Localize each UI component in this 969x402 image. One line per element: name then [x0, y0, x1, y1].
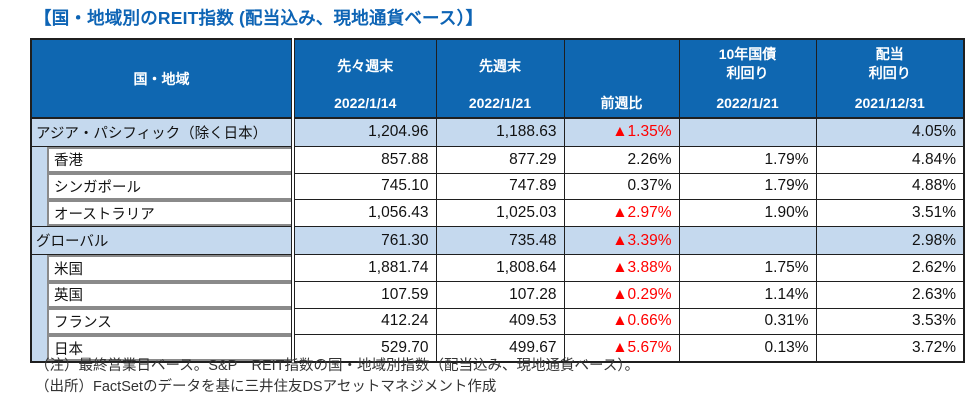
footnotes: （注）最終営業日ベース。S&P REIT指数の国・地域別指数（配当込み、現地通貨… [35, 356, 639, 398]
header-div-yield: 配当 利回り 2021/12/31 [815, 39, 964, 119]
value-cell: 1,056.43 [291, 199, 437, 228]
table-row: 香港 857.88 877.29 2.26% 1.79% 4.84% [31, 145, 965, 174]
table-row: グローバル 761.30 735.48 ▲3.39% 2.98% [31, 226, 965, 255]
value-cell: 412.24 [291, 307, 437, 336]
value-cell: 1,881.74 [291, 253, 437, 283]
region-name-cell: 英国 [31, 281, 293, 309]
value-cell: 0.37% [563, 172, 680, 201]
note-line: （出所）FactSetのデータを基に三井住友DSアセットマネジメント作成 [35, 379, 497, 395]
value-cell: 747.89 [435, 172, 565, 201]
indent-strip [32, 334, 47, 362]
value-cell: 4.84% [815, 145, 965, 174]
row-name: 香港 [54, 153, 83, 170]
row-name: 日本 [54, 341, 83, 358]
indent-strip [32, 308, 47, 335]
value-cell: 409.53 [435, 307, 565, 336]
value-cell: 2.98% [815, 226, 965, 255]
value-cell: 3.53% [815, 307, 965, 336]
table-row: フランス 412.24 409.53 ▲0.66% 0.31% 3.53% [31, 307, 965, 336]
value-cell: ▲3.39% [563, 226, 680, 255]
header-prev-date: 2022/1/21 [468, 95, 532, 111]
indent-strip [32, 146, 47, 174]
value-cell: 4.05% [815, 117, 965, 147]
reit-index-table: 国・地域 先々週末 2022/1/14 [30, 38, 965, 364]
table-row: シンガポール 745.10 747.89 0.37% 1.79% 4.88% [31, 172, 965, 201]
indent-strip [32, 281, 47, 309]
value-cell: 745.10 [291, 172, 437, 201]
header-div-date: 2021/12/31 [854, 95, 925, 111]
reit-index-table-wrap: 国・地域 先々週末 2022/1/14 [30, 38, 965, 364]
value-cell: 1.14% [678, 281, 817, 309]
region-name-cell: シンガポール [31, 173, 293, 200]
header-region: 国・地域 [31, 39, 293, 119]
value-cell: ▲5.67% [563, 334, 680, 363]
header-bond-yield: 10年国債 利回り 2022/1/21 [678, 39, 816, 119]
table-row: 日本 529.70 499.67 ▲5.67% 0.13% 3.72% [31, 334, 965, 363]
value-cell: 1.79% [678, 145, 817, 174]
region-name-cell: フランス [31, 308, 293, 335]
value-cell: 3.72% [815, 334, 965, 363]
table-row: アジア・パシフィック（除く日本） 1,204.96 1,188.63 ▲1.35… [31, 117, 965, 147]
value-cell: 1,188.63 [435, 117, 565, 147]
indent-strip [32, 254, 47, 282]
region-name-cell: 米国 [31, 254, 293, 282]
indent-strip [32, 173, 47, 200]
region-name-cell: グローバル [31, 226, 293, 255]
header-bond-date: 2022/1/21 [716, 95, 779, 111]
value-cell: 0.13% [678, 334, 817, 363]
note-line: （注）最終営業日ベース。S&P REIT指数の国・地域別指数（配当込み、現地通貨… [35, 358, 640, 374]
value-cell: 4.88% [815, 172, 965, 201]
value-cell: 1.75% [678, 253, 817, 283]
row-name: グローバル [36, 234, 109, 251]
header-prev-week: 先週末 2022/1/21 [435, 39, 564, 119]
table-row: 米国 1,881.74 1,808.64 ▲3.88% 1.75% 2.62% [31, 253, 965, 283]
table-row: 英国 107.59 107.28 ▲0.29% 1.14% 2.63% [31, 281, 965, 309]
row-name: アジア・パシフィック（除く日本） [36, 125, 268, 142]
table-body: アジア・パシフィック（除く日本） 1,204.96 1,188.63 ▲1.35… [31, 117, 965, 363]
table-row: オーストラリア 1,056.43 1,025.03 ▲2.97% 1.90% 3… [31, 199, 965, 228]
row-name: 米国 [54, 261, 83, 278]
region-name-cell: アジア・パシフィック（除く日本） [31, 117, 293, 147]
value-cell: 735.48 [435, 226, 565, 255]
value-cell: 107.59 [291, 281, 437, 309]
table-header: 国・地域 先々週末 2022/1/14 [31, 39, 964, 119]
region-name-cell: 香港 [31, 146, 293, 174]
row-name: シンガポール [54, 179, 141, 196]
value-cell: 2.62% [815, 253, 965, 283]
row-name: フランス [54, 314, 112, 331]
value-cell: ▲3.88% [563, 253, 680, 283]
value-cell [678, 117, 817, 147]
value-cell: 1.79% [678, 172, 817, 201]
value-cell [678, 226, 817, 255]
value-cell: 857.88 [291, 145, 437, 174]
value-cell: 3.51% [815, 199, 965, 228]
value-cell: 1.90% [678, 199, 817, 228]
value-cell: ▲0.29% [563, 281, 680, 309]
page-title: 【国・地域別のREIT指数 (配当込み、現地通貨ベース）】 [34, 8, 484, 28]
row-name: 英国 [54, 288, 83, 305]
value-cell: 877.29 [435, 145, 565, 174]
value-cell: ▲0.66% [563, 307, 680, 336]
value-cell: 1,808.64 [435, 253, 565, 283]
header-wow-change: 前週比 [563, 39, 679, 119]
row-name: オーストラリア [54, 206, 155, 223]
value-cell: 107.28 [435, 281, 565, 309]
value-cell: 2.26% [563, 145, 680, 174]
header-prev2-date: 2022/1/14 [334, 95, 397, 111]
indent-strip [32, 199, 47, 227]
value-cell: ▲2.97% [563, 199, 680, 228]
value-cell: 1,204.96 [291, 117, 437, 147]
value-cell: 761.30 [291, 226, 437, 255]
header-prev2-week: 先々週末 2022/1/14 [291, 39, 436, 119]
value-cell: 1,025.03 [435, 199, 565, 228]
value-cell: 2.63% [815, 281, 965, 309]
value-cell: ▲1.35% [563, 117, 680, 147]
region-name-cell: オーストラリア [31, 199, 293, 227]
region-name-cell: 日本 [31, 334, 293, 363]
value-cell: 0.31% [678, 307, 817, 336]
